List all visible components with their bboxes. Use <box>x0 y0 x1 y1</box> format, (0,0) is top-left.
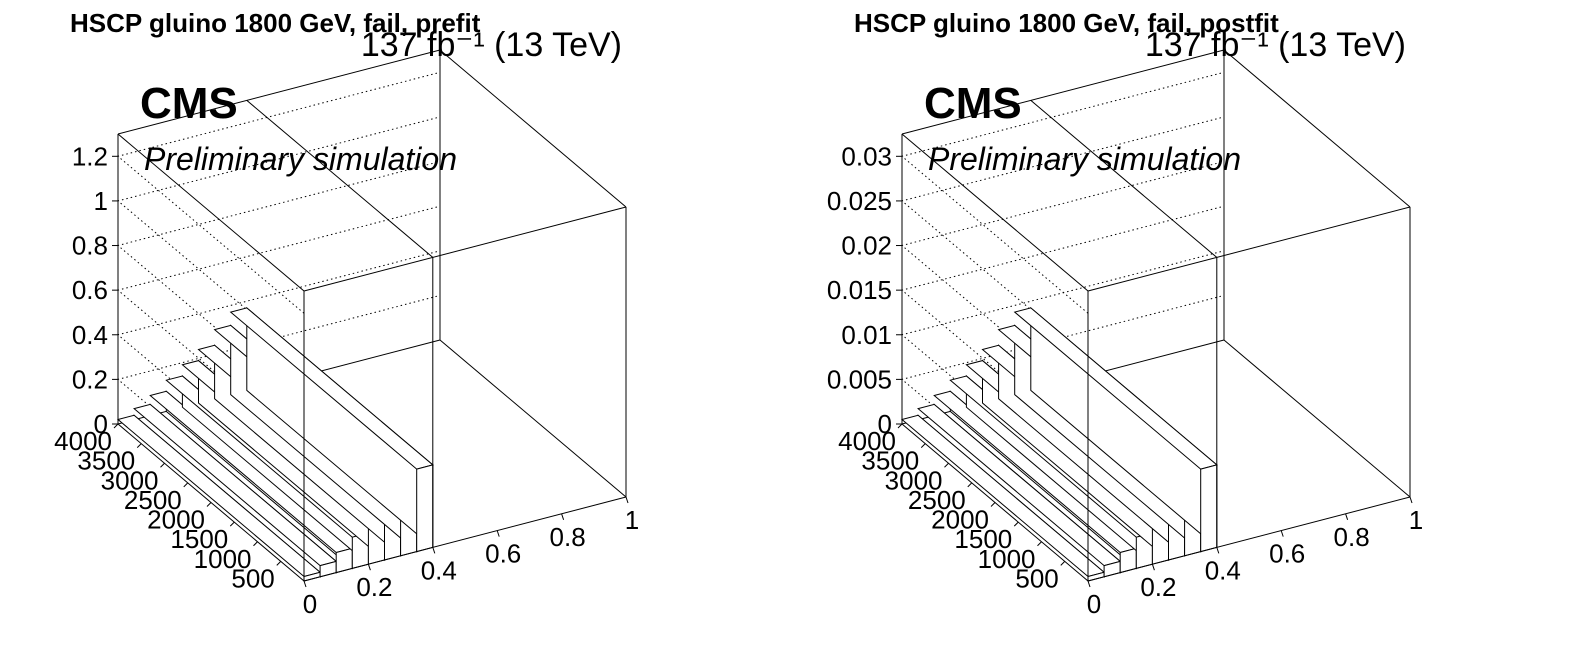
x-tick-label: 0 <box>1087 589 1101 619</box>
z-tick-label: 0.4 <box>72 320 108 350</box>
x-tick-label: 0.2 <box>356 572 392 602</box>
axis-frame-edge <box>1087 206 1411 292</box>
y-tick <box>206 502 212 507</box>
x-tick <box>1280 530 1284 537</box>
y-tick-label: 2500 <box>124 485 182 515</box>
y-tick-label: 3000 <box>885 465 943 495</box>
y-tick <box>183 482 189 488</box>
x-tick <box>1409 496 1413 504</box>
y-tick-label: 500 <box>231 563 274 593</box>
y-tick-label: 3500 <box>861 446 919 476</box>
x-tick-label: 0.4 <box>421 555 457 585</box>
y-tick-label: 1500 <box>954 524 1012 554</box>
x-tick-label: 0.8 <box>1334 522 1370 552</box>
x-tick-label: 0.4 <box>1205 555 1241 585</box>
axis-frame-edge <box>901 133 1089 292</box>
axis-frame-edge <box>303 496 627 582</box>
y-tick-label: 3000 <box>101 465 159 495</box>
y-tick <box>113 423 119 429</box>
chart-title: HSCP gluino 1800 GeV, fail, postfit <box>854 8 1279 38</box>
y-tick <box>276 561 282 566</box>
y-tick <box>253 541 258 547</box>
y-tick-label: 1000 <box>978 544 1036 574</box>
y-tick <box>1037 541 1042 547</box>
axis-frame-edge <box>901 49 1225 135</box>
y-tick <box>920 443 926 448</box>
z-tick-label: 0.005 <box>827 364 892 394</box>
y-tick <box>160 462 165 468</box>
z-tick-label: 0 <box>878 409 892 439</box>
y-tick-label: 4000 <box>54 426 112 456</box>
lumi-label: 137 fb⁻¹ (13 TeV) <box>361 26 622 64</box>
y-tick-label: 4000 <box>838 426 896 456</box>
x-tick-label: 0.8 <box>550 522 586 552</box>
preliminary-label: Preliminary simulation <box>928 141 1241 177</box>
z-tick-label: 0.025 <box>827 186 892 216</box>
axis-frame-edge <box>439 49 627 208</box>
axis-frame-edge <box>303 206 627 292</box>
x-tick <box>432 547 436 554</box>
axis-frame-edge <box>117 49 441 135</box>
y-tick <box>1060 561 1066 566</box>
axis-frame-edge <box>1223 49 1411 208</box>
bar <box>900 414 1106 582</box>
z-tick-label: 0 <box>94 409 108 439</box>
y-tick <box>897 423 903 429</box>
bar <box>1013 306 1218 553</box>
z-tick-label: 0.03 <box>841 141 892 171</box>
y-tick <box>990 502 996 507</box>
z-tick-label: 1 <box>94 186 108 216</box>
y-tick <box>1013 521 1019 527</box>
x-tick <box>561 513 565 520</box>
x-tick <box>303 580 307 588</box>
y-tick-label: 1000 <box>194 544 252 574</box>
y-tick <box>136 443 142 448</box>
axis-frame-edge <box>117 133 305 292</box>
x-tick <box>496 530 500 537</box>
x-tick-label: 1 <box>1409 505 1423 535</box>
x-tick-label: 0.6 <box>1269 539 1305 569</box>
y-tick <box>944 462 949 468</box>
z-tick-label: 0.015 <box>827 275 892 305</box>
axis-frame-edge <box>439 339 627 498</box>
axis-frame-edge <box>1087 496 1411 582</box>
chart-title: HSCP gluino 1800 GeV, fail, prefit <box>70 8 481 38</box>
chart-panel-prefit: 0 0.2 0.4 0.6 0.8 1 1.2 50010001500200025003000… <box>54 8 639 619</box>
cms-label: CMS <box>924 79 1022 128</box>
y-tick-label: 500 <box>1015 563 1058 593</box>
z-tick-label: 0.02 <box>841 231 892 261</box>
cms-label: CMS <box>140 79 238 128</box>
y-tick-label: 2000 <box>931 505 989 535</box>
y-tick-label: 3500 <box>77 446 135 476</box>
preliminary-label: Preliminary simulation <box>144 141 457 177</box>
bar <box>149 390 354 574</box>
chart-panel-postfit: 00.0050.010.0150.020.0250.03500100015002… <box>827 8 1423 619</box>
y-tick-label: 1500 <box>170 524 228 554</box>
x-tick <box>625 496 629 504</box>
x-tick <box>367 564 371 571</box>
x-tick <box>1087 580 1091 588</box>
z-tick-label: 1.2 <box>72 141 108 171</box>
x-tick-label: 0.6 <box>485 539 521 569</box>
x-tick <box>1216 547 1220 554</box>
x-tick-label: 0.2 <box>1140 572 1176 602</box>
x-tick-label: 1 <box>625 505 639 535</box>
x-tick-label: 0 <box>303 589 317 619</box>
z-tick-label: 0.8 <box>72 231 108 261</box>
y-tick-label: 2000 <box>147 505 205 535</box>
x-tick <box>1151 564 1155 571</box>
z-tick-label: 0.2 <box>72 364 108 394</box>
axis-frame-edge <box>1030 100 1218 258</box>
axis-frame-edge <box>246 100 434 258</box>
y-tick <box>967 482 973 488</box>
axis-frame-edge <box>1223 339 1411 498</box>
z-tick-label: 0.01 <box>841 320 892 350</box>
bar <box>229 306 434 553</box>
x-tick <box>1345 513 1349 520</box>
y-tick-label: 2500 <box>908 485 966 515</box>
y-tick <box>229 521 235 527</box>
z-tick-label: 0.6 <box>72 275 108 305</box>
lumi-label: 137 fb⁻¹ (13 TeV) <box>1145 26 1406 64</box>
